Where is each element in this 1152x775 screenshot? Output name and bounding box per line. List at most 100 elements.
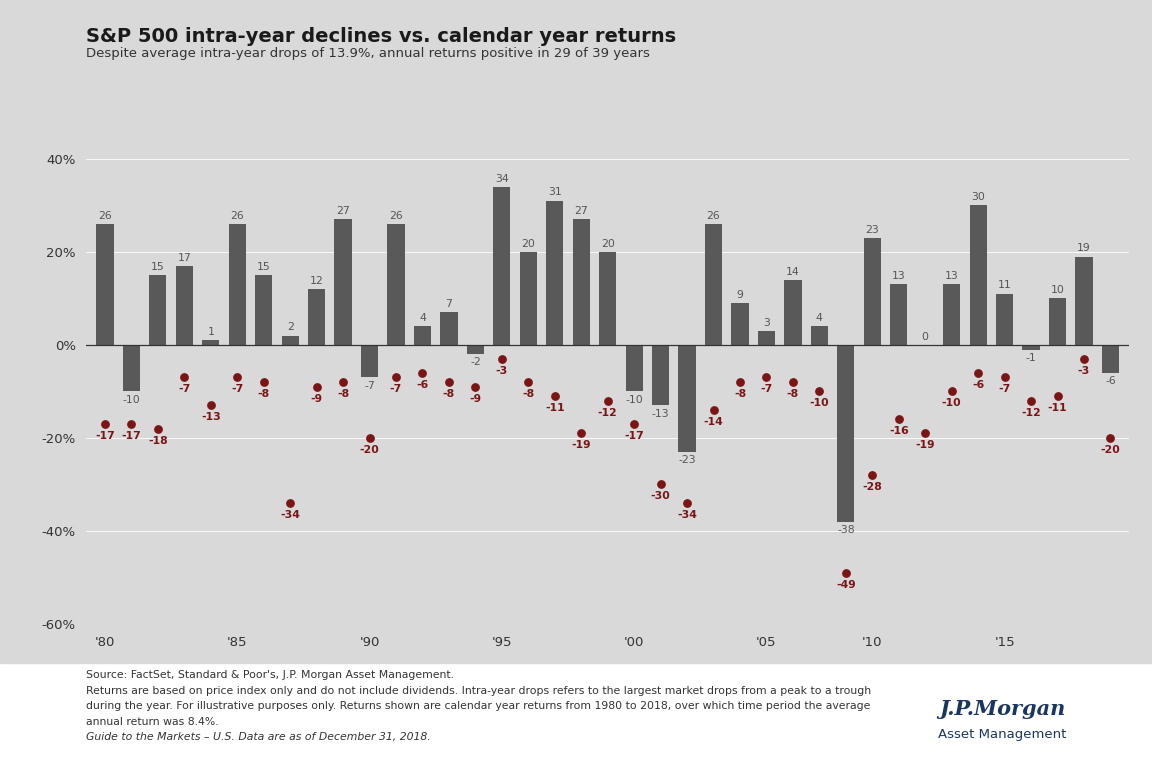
Text: -11: -11 bbox=[545, 403, 564, 413]
Point bbox=[651, 478, 669, 491]
Text: 15: 15 bbox=[151, 262, 165, 272]
Point bbox=[969, 367, 987, 379]
Bar bbox=[334, 219, 351, 345]
Point bbox=[1101, 432, 1120, 444]
Bar bbox=[864, 238, 881, 345]
Bar bbox=[996, 294, 1014, 345]
Text: -20: -20 bbox=[1100, 445, 1120, 455]
Point bbox=[149, 422, 167, 435]
Text: -49: -49 bbox=[836, 580, 856, 590]
Point bbox=[520, 376, 538, 388]
Bar bbox=[573, 219, 590, 345]
Bar bbox=[361, 345, 378, 377]
Bar bbox=[202, 340, 219, 345]
Bar bbox=[440, 312, 457, 345]
Text: J.P.Morgan: J.P.Morgan bbox=[939, 699, 1066, 719]
Bar bbox=[599, 252, 616, 345]
Text: -11: -11 bbox=[1047, 403, 1068, 413]
Text: 27: 27 bbox=[336, 206, 350, 216]
Text: -7: -7 bbox=[760, 384, 773, 394]
Point bbox=[704, 404, 722, 416]
Text: -1: -1 bbox=[1025, 353, 1037, 363]
Text: 13: 13 bbox=[892, 271, 905, 281]
Text: -8: -8 bbox=[338, 389, 349, 399]
Text: -10: -10 bbox=[626, 394, 643, 405]
Bar bbox=[281, 336, 298, 345]
Text: -10: -10 bbox=[122, 394, 141, 405]
Text: -6: -6 bbox=[416, 380, 429, 390]
Text: 11: 11 bbox=[998, 281, 1011, 291]
Text: -7: -7 bbox=[389, 384, 402, 394]
Point bbox=[308, 381, 326, 393]
Text: 30: 30 bbox=[971, 192, 985, 202]
Text: -13: -13 bbox=[652, 408, 669, 418]
Text: -20: -20 bbox=[359, 445, 379, 455]
Text: -12: -12 bbox=[598, 408, 617, 418]
Bar bbox=[308, 289, 325, 345]
Text: -17: -17 bbox=[96, 431, 115, 441]
Point bbox=[783, 376, 802, 388]
Bar bbox=[838, 345, 855, 522]
Point bbox=[414, 367, 432, 379]
Bar bbox=[732, 303, 749, 345]
Text: 27: 27 bbox=[575, 206, 588, 216]
Text: -23: -23 bbox=[679, 455, 696, 465]
Point bbox=[836, 567, 855, 579]
Point bbox=[624, 418, 643, 430]
Text: '10: '10 bbox=[862, 636, 882, 649]
Bar bbox=[150, 275, 166, 345]
Text: -17: -17 bbox=[624, 431, 644, 441]
Text: during the year. For illustrative purposes only. Returns shown are calendar year: during the year. For illustrative purpos… bbox=[86, 701, 871, 711]
Text: -9: -9 bbox=[469, 394, 482, 404]
Text: 1: 1 bbox=[207, 327, 214, 337]
Text: '80: '80 bbox=[94, 636, 115, 649]
Bar bbox=[520, 252, 537, 345]
Text: '90: '90 bbox=[359, 636, 380, 649]
Bar bbox=[1049, 298, 1066, 345]
Point bbox=[546, 390, 564, 402]
Text: -16: -16 bbox=[889, 426, 909, 436]
Text: 20: 20 bbox=[522, 239, 536, 249]
Text: -3: -3 bbox=[495, 366, 508, 376]
Text: Returns are based on price index only and do not include dividends. Intra-year d: Returns are based on price index only an… bbox=[86, 686, 872, 696]
Text: -9: -9 bbox=[311, 394, 323, 404]
Bar bbox=[785, 280, 802, 345]
Point bbox=[889, 413, 908, 425]
Text: 7: 7 bbox=[446, 299, 453, 309]
Point bbox=[255, 376, 273, 388]
Point bbox=[228, 371, 247, 384]
Text: -28: -28 bbox=[863, 482, 882, 492]
Text: '00: '00 bbox=[624, 636, 644, 649]
Text: -8: -8 bbox=[734, 389, 746, 399]
Text: -38: -38 bbox=[838, 525, 855, 535]
Bar bbox=[493, 187, 510, 345]
Bar bbox=[679, 345, 696, 452]
Text: '05: '05 bbox=[756, 636, 776, 649]
Text: 0: 0 bbox=[922, 332, 929, 342]
Text: '95: '95 bbox=[492, 636, 513, 649]
Point bbox=[1075, 353, 1093, 365]
Text: annual return was 8.4%.: annual return was 8.4%. bbox=[86, 717, 219, 727]
Point bbox=[361, 432, 379, 444]
Point bbox=[96, 418, 114, 430]
Text: 13: 13 bbox=[945, 271, 958, 281]
Text: 4: 4 bbox=[816, 313, 823, 323]
Bar bbox=[943, 284, 961, 345]
Text: 15: 15 bbox=[257, 262, 271, 272]
Text: -34: -34 bbox=[677, 510, 697, 520]
Point bbox=[677, 497, 696, 509]
Text: -3: -3 bbox=[1078, 366, 1090, 376]
Text: -18: -18 bbox=[147, 436, 168, 446]
Text: 23: 23 bbox=[865, 225, 879, 235]
Bar bbox=[123, 345, 141, 391]
Bar bbox=[228, 224, 245, 345]
Text: -7: -7 bbox=[999, 384, 1010, 394]
Point bbox=[175, 371, 194, 384]
Bar bbox=[890, 284, 908, 345]
Point bbox=[573, 427, 591, 439]
Text: Despite average intra-year drops of 13.9%, annual returns positive in 29 of 39 y: Despite average intra-year drops of 13.9… bbox=[86, 46, 650, 60]
Text: 26: 26 bbox=[230, 211, 244, 221]
Bar bbox=[414, 326, 431, 345]
Bar bbox=[652, 345, 669, 405]
Text: -8: -8 bbox=[442, 389, 455, 399]
